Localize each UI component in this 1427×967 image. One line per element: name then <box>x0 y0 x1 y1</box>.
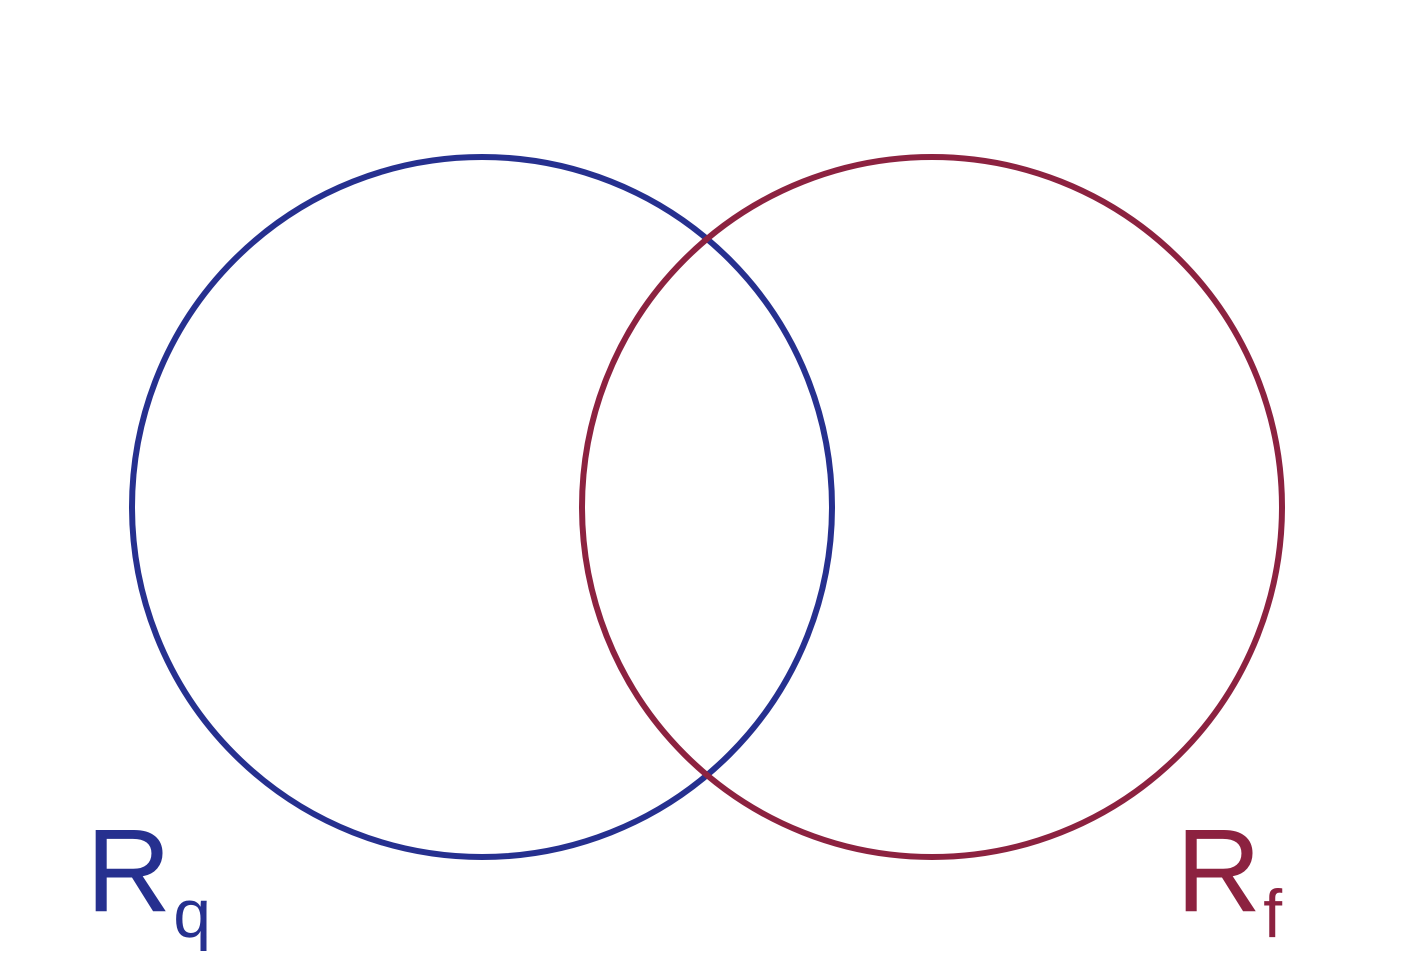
set-q-circle <box>129 154 835 860</box>
set-f-label-subscript: f <box>1263 876 1283 952</box>
set-f-circle <box>579 154 1285 860</box>
set-q-label-main: R <box>86 805 172 937</box>
set-f-label: Rf <box>1176 812 1282 948</box>
set-q-label-subscript: q <box>173 876 212 952</box>
set-q-label: Rq <box>86 812 211 948</box>
set-f-label-main: R <box>1176 805 1262 937</box>
